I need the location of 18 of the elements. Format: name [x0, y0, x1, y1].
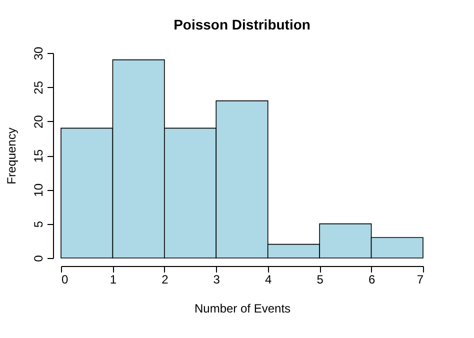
x-tick-label: 5 [316, 272, 324, 286]
y-tick-label: 30 [32, 46, 46, 60]
x-tick-label: 2 [162, 272, 169, 286]
y-tick-label: 10 [32, 183, 46, 197]
x-tick-label: 3 [213, 272, 220, 286]
x-tick-label: 1 [110, 272, 117, 286]
x-axis-title: Number of Events [194, 302, 291, 316]
x-tick-label: 6 [368, 272, 376, 286]
chart-title: Poisson Distribution [174, 16, 310, 32]
y-tick-label: 5 [32, 220, 46, 228]
y-tick-label: 0 [32, 254, 46, 262]
y-tick-label: 25 [32, 80, 46, 94]
y-tick-label: 20 [32, 114, 46, 129]
x-tick-label: 0 [62, 272, 68, 286]
x-tick-label: 7 [416, 272, 424, 286]
x-tick-label: 4 [265, 272, 272, 286]
y-tick-label: 15 [32, 149, 46, 163]
y-axis-title: Frequency [4, 128, 18, 184]
